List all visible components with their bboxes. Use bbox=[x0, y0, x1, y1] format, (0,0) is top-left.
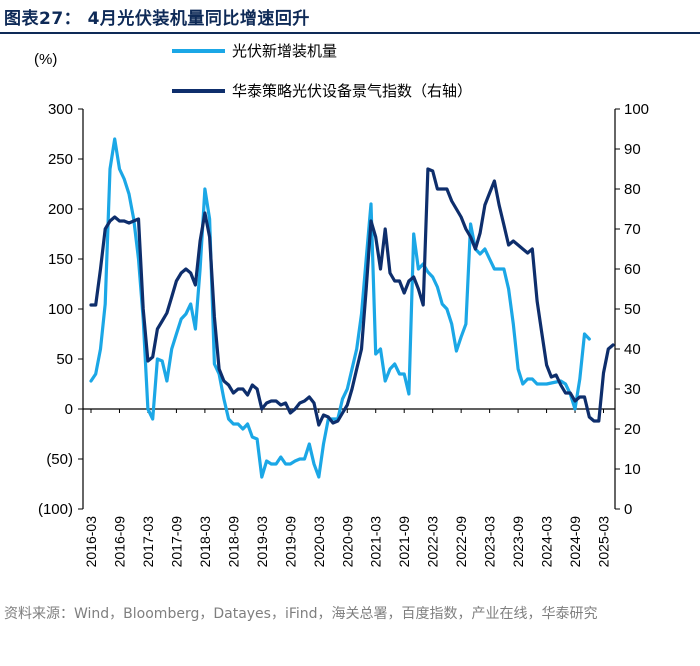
x-tick-label: 2022-03 bbox=[425, 516, 441, 568]
left-tick-label: 0 bbox=[65, 401, 73, 418]
x-tick-label: 2023-03 bbox=[482, 516, 498, 568]
right-tick-label: 60 bbox=[624, 261, 641, 278]
left-axis-unit: (%) bbox=[34, 51, 57, 68]
x-tick-label: 2021-09 bbox=[396, 516, 412, 568]
right-tick-label: 100 bbox=[624, 101, 649, 118]
x-axis-ticks: 2016-03 2016-09 2017-03 2017-09 2018-03 2018-… bbox=[83, 409, 612, 567]
x-tick-label: 2024-09 bbox=[567, 516, 583, 568]
right-tick-label: 30 bbox=[624, 381, 641, 398]
left-axis-ticks: 300 250 200 150 100 50 0 (50) (100) bbox=[38, 101, 83, 518]
x-tick-label: 2018-09 bbox=[225, 516, 241, 568]
x-tick-label: 2025-03 bbox=[596, 516, 612, 568]
left-tick-label: 250 bbox=[48, 151, 73, 168]
right-tick-label: 90 bbox=[624, 141, 641, 158]
x-tick-label: 2022-09 bbox=[453, 516, 469, 568]
x-tick-label: 2016-09 bbox=[111, 516, 127, 568]
right-tick-label: 80 bbox=[624, 181, 641, 198]
legend: 光伏新增装机量 华泰策略光伏设备景气指数（右轴） bbox=[172, 42, 472, 100]
right-tick-label: 20 bbox=[624, 421, 641, 438]
legend-label-dark: 华泰策略光伏设备景气指数（右轴） bbox=[232, 82, 472, 100]
chart: (%) 光伏新增装机量 华泰策略光伏设备景气指数（右轴） 30025020015… bbox=[34, 42, 649, 567]
left-tick-label: 200 bbox=[48, 201, 73, 218]
left-tick-label: (100) bbox=[38, 501, 73, 518]
x-tick-label: 2017-09 bbox=[168, 516, 184, 568]
x-tick-label: 2018-03 bbox=[197, 516, 213, 568]
series-line-new-installations bbox=[89, 137, 591, 479]
left-tick-label: 100 bbox=[48, 301, 73, 318]
left-tick-label: (50) bbox=[46, 451, 73, 468]
x-tick-label: 2019-03 bbox=[254, 516, 270, 568]
x-tick-label: 2021-03 bbox=[368, 516, 384, 568]
right-tick-label: 0 bbox=[624, 501, 632, 518]
x-tick-label: 2020-03 bbox=[311, 516, 327, 568]
source-note: 资料来源：Wind，Bloomberg，Datayes，iFind，海关总署，百… bbox=[4, 606, 598, 622]
right-tick-label: 10 bbox=[624, 461, 641, 478]
legend-label-light: 光伏新增装机量 bbox=[232, 42, 337, 60]
left-tick-label: 300 bbox=[48, 101, 73, 118]
right-tick-label: 40 bbox=[624, 341, 641, 358]
x-tick-label: 2020-09 bbox=[339, 516, 355, 568]
figure-title: 图表27： 4月光伏装机量同比增速回升 bbox=[4, 9, 310, 29]
title-rule bbox=[0, 32, 700, 34]
axes bbox=[82, 109, 616, 509]
series-lines bbox=[89, 137, 615, 479]
x-tick-label: 2017-03 bbox=[140, 516, 156, 568]
left-tick-label: 50 bbox=[56, 351, 73, 368]
right-tick-label: 70 bbox=[624, 221, 641, 238]
right-tick-label: 50 bbox=[624, 301, 641, 318]
left-tick-label: 150 bbox=[48, 251, 73, 268]
x-tick-label: 2019-09 bbox=[282, 516, 298, 568]
x-tick-label: 2016-03 bbox=[83, 516, 99, 568]
x-tick-label: 2023-09 bbox=[510, 516, 526, 568]
x-tick-label: 2024-03 bbox=[539, 516, 555, 568]
series-line-prosperity-index bbox=[89, 167, 615, 427]
